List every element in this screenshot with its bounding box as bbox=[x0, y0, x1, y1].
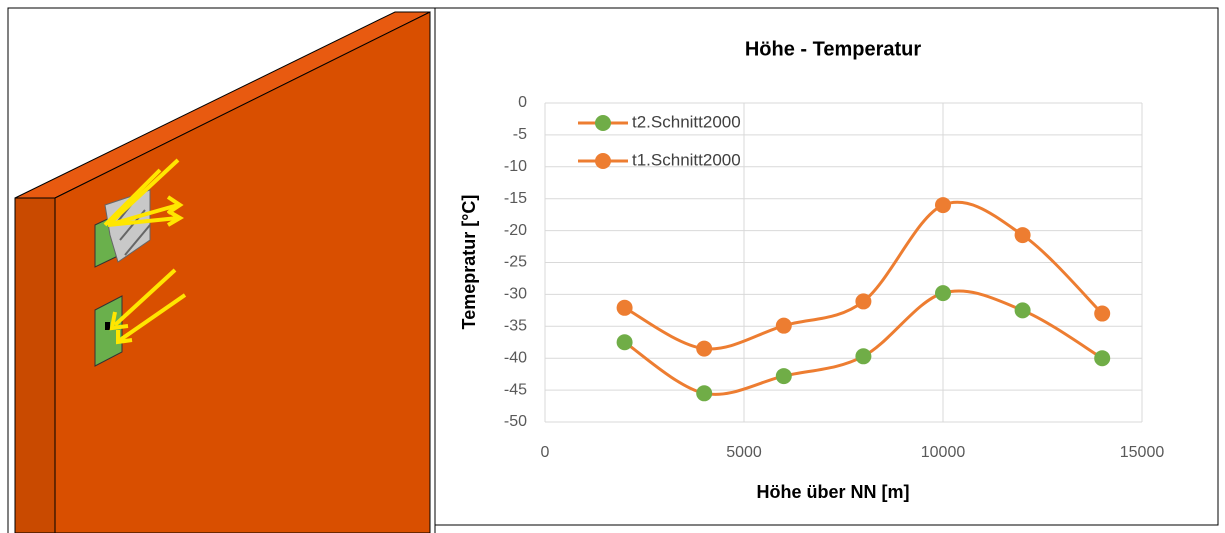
legend-label: t1.Schnitt2000 bbox=[632, 150, 741, 169]
y-tick-label: -10 bbox=[504, 158, 527, 175]
data-point bbox=[617, 334, 633, 350]
x-tick-label: 5000 bbox=[726, 444, 762, 461]
x-tick-label: 10000 bbox=[921, 444, 966, 461]
y-tick-label: -45 bbox=[504, 381, 527, 398]
legend-label: t2.Schnitt2000 bbox=[632, 112, 741, 131]
x-axis-label: Höhe über NN [m] bbox=[757, 482, 910, 502]
data-point bbox=[855, 293, 871, 309]
data-point bbox=[776, 318, 792, 334]
data-point bbox=[617, 300, 633, 316]
y-axis-label: Temepratur [°C] bbox=[459, 195, 479, 330]
chart-frame bbox=[435, 8, 1218, 525]
legend-marker bbox=[595, 115, 611, 131]
page: Höhe - Temperatur Höhe über NN [m] Temep… bbox=[0, 0, 1225, 533]
y-tick-label: -35 bbox=[504, 318, 527, 335]
y-tick-label: -20 bbox=[504, 222, 527, 239]
data-point bbox=[776, 368, 792, 384]
data-point bbox=[935, 285, 951, 301]
screen: Höhe - Temperatur Höhe über NN [m] Temep… bbox=[0, 0, 1225, 533]
y-tick-label: -50 bbox=[504, 413, 527, 430]
data-point bbox=[935, 197, 951, 213]
y-tick-label: -5 bbox=[513, 126, 527, 143]
y-tick-label: -15 bbox=[504, 190, 527, 207]
illustration bbox=[8, 8, 435, 533]
y-tick-label: 0 bbox=[518, 94, 527, 111]
y-tick-label: -25 bbox=[504, 254, 527, 271]
x-tick-label: 15000 bbox=[1120, 444, 1165, 461]
legend-marker bbox=[595, 153, 611, 169]
wall-side bbox=[15, 198, 55, 533]
data-point bbox=[1015, 227, 1031, 243]
sensor bbox=[105, 322, 110, 330]
x-tick-label: 0 bbox=[541, 444, 550, 461]
data-point bbox=[1094, 306, 1110, 322]
data-point bbox=[696, 341, 712, 357]
data-point bbox=[855, 348, 871, 364]
data-point bbox=[1094, 350, 1110, 366]
y-tick-label: -30 bbox=[504, 286, 527, 303]
data-point bbox=[1015, 302, 1031, 318]
y-tick-label: -40 bbox=[504, 349, 527, 366]
chart-title: Höhe - Temperatur bbox=[745, 38, 922, 60]
data-point bbox=[696, 385, 712, 401]
